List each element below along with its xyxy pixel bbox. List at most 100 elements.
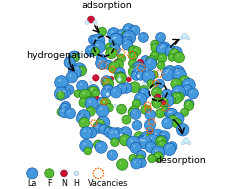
Ellipse shape bbox=[143, 58, 145, 60]
Circle shape bbox=[172, 119, 181, 128]
Ellipse shape bbox=[110, 31, 113, 33]
Circle shape bbox=[179, 37, 182, 40]
Circle shape bbox=[80, 127, 92, 139]
Circle shape bbox=[100, 168, 101, 170]
Ellipse shape bbox=[89, 130, 91, 132]
Circle shape bbox=[149, 104, 151, 106]
Ellipse shape bbox=[76, 92, 77, 93]
Circle shape bbox=[129, 25, 139, 36]
Circle shape bbox=[166, 142, 176, 152]
Circle shape bbox=[100, 88, 110, 98]
Circle shape bbox=[139, 63, 140, 65]
Ellipse shape bbox=[106, 87, 108, 88]
Ellipse shape bbox=[143, 107, 145, 109]
Circle shape bbox=[156, 81, 158, 82]
Circle shape bbox=[116, 54, 125, 63]
Ellipse shape bbox=[69, 74, 71, 76]
Ellipse shape bbox=[114, 131, 117, 133]
Circle shape bbox=[165, 110, 167, 112]
Ellipse shape bbox=[88, 109, 90, 111]
Circle shape bbox=[146, 134, 158, 146]
Circle shape bbox=[161, 75, 162, 77]
Circle shape bbox=[127, 108, 135, 116]
Circle shape bbox=[98, 60, 101, 63]
Circle shape bbox=[136, 59, 143, 66]
Circle shape bbox=[142, 82, 145, 86]
Circle shape bbox=[110, 87, 121, 98]
Circle shape bbox=[145, 56, 156, 67]
Circle shape bbox=[161, 104, 162, 106]
Circle shape bbox=[96, 122, 97, 124]
Circle shape bbox=[182, 138, 188, 144]
Circle shape bbox=[144, 110, 146, 112]
Circle shape bbox=[150, 51, 159, 61]
Ellipse shape bbox=[157, 111, 159, 113]
Circle shape bbox=[141, 63, 142, 65]
Ellipse shape bbox=[155, 96, 157, 97]
Circle shape bbox=[161, 109, 162, 110]
Circle shape bbox=[143, 69, 144, 70]
Circle shape bbox=[119, 134, 122, 137]
Ellipse shape bbox=[111, 65, 113, 67]
Circle shape bbox=[161, 68, 173, 81]
Circle shape bbox=[107, 28, 119, 40]
Circle shape bbox=[106, 93, 109, 96]
Circle shape bbox=[97, 97, 107, 107]
Ellipse shape bbox=[175, 69, 177, 71]
Ellipse shape bbox=[110, 77, 111, 78]
Circle shape bbox=[133, 57, 135, 58]
Ellipse shape bbox=[141, 35, 143, 37]
Circle shape bbox=[134, 54, 135, 56]
Ellipse shape bbox=[182, 111, 184, 112]
Ellipse shape bbox=[149, 137, 152, 139]
Ellipse shape bbox=[135, 69, 138, 71]
Ellipse shape bbox=[90, 88, 93, 90]
Ellipse shape bbox=[147, 136, 149, 138]
Circle shape bbox=[76, 114, 86, 123]
Circle shape bbox=[64, 85, 74, 95]
Circle shape bbox=[159, 76, 160, 78]
Ellipse shape bbox=[141, 88, 143, 90]
Circle shape bbox=[166, 108, 177, 119]
Circle shape bbox=[149, 103, 150, 104]
Ellipse shape bbox=[119, 107, 121, 108]
Circle shape bbox=[151, 128, 152, 129]
Ellipse shape bbox=[137, 157, 139, 159]
Ellipse shape bbox=[131, 48, 133, 50]
Circle shape bbox=[59, 88, 70, 98]
Circle shape bbox=[97, 178, 99, 179]
Ellipse shape bbox=[98, 122, 99, 123]
Circle shape bbox=[117, 77, 121, 81]
Circle shape bbox=[94, 125, 95, 127]
Circle shape bbox=[149, 133, 151, 134]
Ellipse shape bbox=[94, 76, 95, 77]
Circle shape bbox=[116, 72, 126, 82]
Ellipse shape bbox=[98, 144, 101, 146]
Circle shape bbox=[79, 98, 88, 107]
Ellipse shape bbox=[166, 69, 168, 72]
Ellipse shape bbox=[175, 89, 178, 91]
Circle shape bbox=[92, 75, 99, 81]
Circle shape bbox=[27, 168, 37, 179]
Circle shape bbox=[149, 118, 151, 120]
Circle shape bbox=[152, 84, 153, 86]
Circle shape bbox=[181, 85, 192, 96]
Circle shape bbox=[144, 110, 155, 120]
Ellipse shape bbox=[118, 78, 119, 79]
Circle shape bbox=[163, 103, 164, 104]
Circle shape bbox=[122, 24, 134, 36]
Circle shape bbox=[86, 128, 96, 138]
Text: F: F bbox=[47, 179, 51, 188]
Ellipse shape bbox=[134, 123, 136, 125]
Circle shape bbox=[99, 98, 110, 109]
Ellipse shape bbox=[96, 143, 98, 144]
Circle shape bbox=[148, 119, 149, 121]
Ellipse shape bbox=[113, 46, 114, 47]
Ellipse shape bbox=[185, 82, 188, 84]
Ellipse shape bbox=[105, 88, 107, 89]
Ellipse shape bbox=[101, 127, 103, 129]
Ellipse shape bbox=[66, 87, 68, 89]
Ellipse shape bbox=[164, 72, 167, 74]
Circle shape bbox=[114, 70, 115, 72]
Ellipse shape bbox=[94, 92, 95, 93]
